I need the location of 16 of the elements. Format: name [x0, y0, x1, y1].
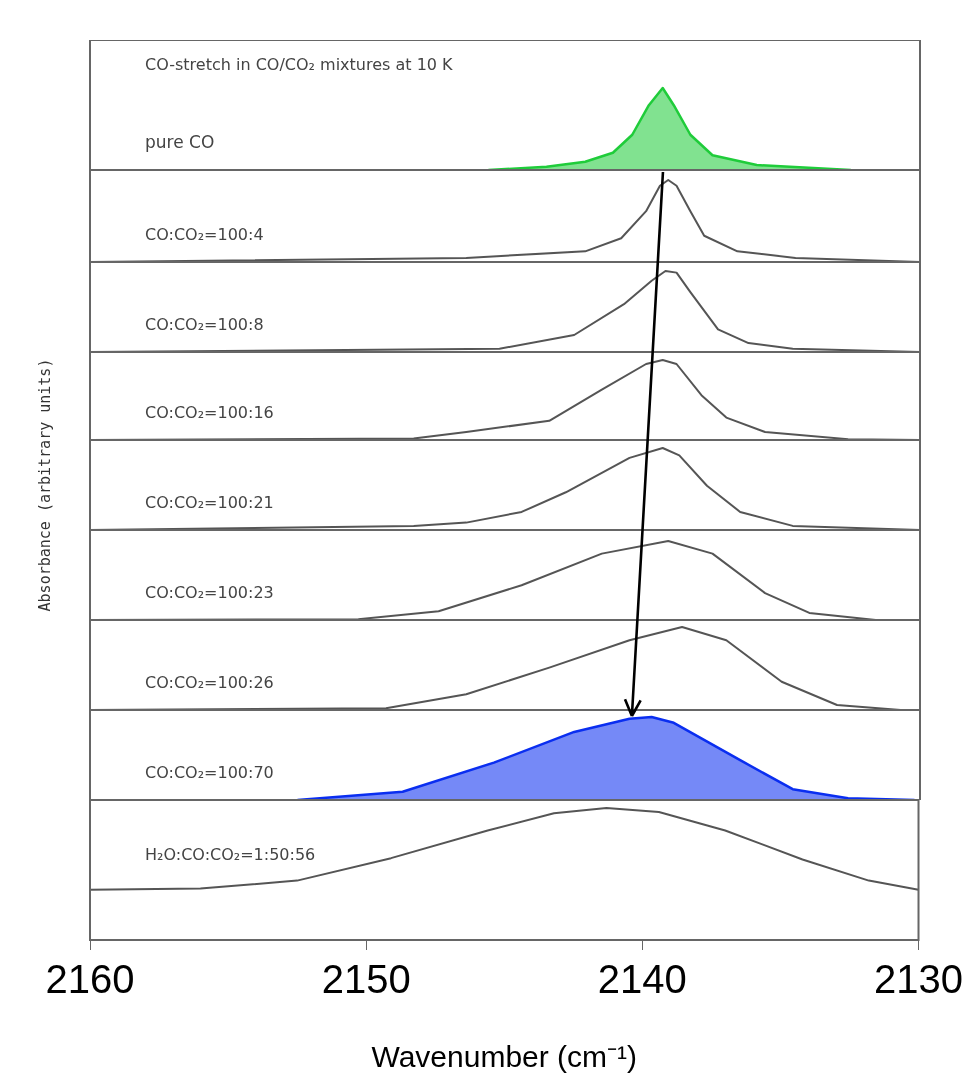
x-tick-label: 2160	[45, 957, 135, 1002]
y-axis-title: Absorbance (arbitrary units)	[36, 358, 54, 612]
chart-title: CO-stretch in CO/CO₂ mixtures at 10 K	[145, 55, 454, 74]
series-label: CO:CO₂=100:26	[145, 673, 274, 692]
series-label: CO:CO₂=100:4	[145, 225, 264, 244]
series-label: CO:CO₂=100:16	[145, 403, 274, 422]
x-tick-label: 2140	[597, 957, 687, 1002]
series-label: CO:CO₂=100:70	[145, 763, 274, 782]
x-tick-label: 2130	[874, 957, 963, 1002]
x-tick-label: 2150	[321, 957, 411, 1002]
series-label: H₂O:CO:CO₂=1:50:56	[145, 845, 316, 864]
series-label: CO:CO₂=100:23	[145, 583, 274, 602]
x-axis-title: Wavenumber (cm⁻¹)	[371, 1040, 638, 1074]
series-label: CO:CO₂=100:8	[145, 315, 264, 334]
series-label: CO:CO₂=100:21	[145, 493, 274, 512]
text: pure CO	[145, 132, 215, 152]
